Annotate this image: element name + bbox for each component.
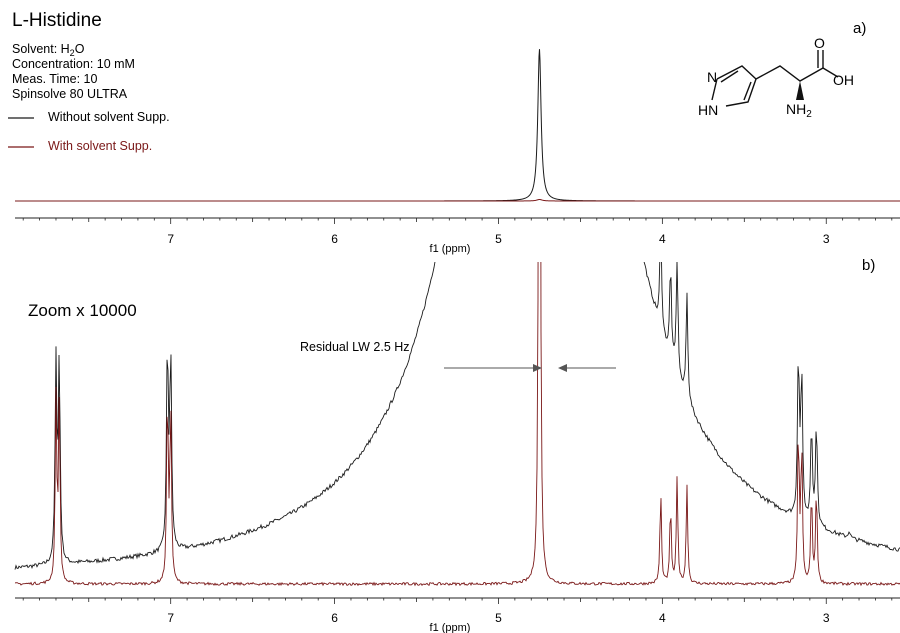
info-concentration: Concentration: 10 mM xyxy=(12,57,135,71)
panel-a-series-without xyxy=(15,49,900,202)
hydroxyl-bond xyxy=(822,67,839,78)
panel-a: 7 6 5 4 3 f1 (ppm) xyxy=(15,49,900,255)
panel-b-x-label: f1 (ppm) xyxy=(430,622,471,633)
linewidth-annotation: Residual LW 2.5 Hz xyxy=(300,340,410,354)
panel-a-series-with xyxy=(15,198,900,202)
ring-bonds-top xyxy=(716,65,757,80)
linewidth-arrows xyxy=(444,364,616,372)
panel-b: 7 6 5 4 3 f1 (ppm) Zoom x 10000 Residual LW … xyxy=(14,262,900,633)
ring-double-bond-2 xyxy=(720,70,739,83)
zoom-annotation: Zoom x 10000 xyxy=(28,301,137,320)
panel-a-label: a) xyxy=(853,20,866,37)
info-solvent: Solvent: H2O xyxy=(12,42,85,58)
ring-double-bond xyxy=(743,81,752,101)
side-chain xyxy=(755,65,824,82)
panel-b-label: b) xyxy=(862,257,875,274)
panel-b-tick-label: 7 xyxy=(167,611,174,625)
panel-a-x-label: f1 (ppm) xyxy=(430,243,471,255)
atom-nh2: NH2 xyxy=(786,101,812,120)
panel-b-series-with xyxy=(14,262,900,587)
panel-a-tick-label: 7 xyxy=(167,232,174,246)
panel-a-tick-label: 6 xyxy=(331,232,338,246)
ring-bonds-right xyxy=(725,78,757,107)
compound-title: L-Histidine xyxy=(12,10,102,31)
atom-n: N xyxy=(707,69,717,85)
info-measurement-time: Meas. Time: 10 xyxy=(12,72,97,86)
atom-o: O xyxy=(814,35,825,51)
atom-oh: OH xyxy=(833,72,854,88)
panel-a-tick-label: 4 xyxy=(659,232,666,246)
panel-b-tick-label: 3 xyxy=(823,611,830,625)
legend-label-without: Without solvent Supp. xyxy=(48,110,170,124)
atom-hn: HN xyxy=(698,102,718,118)
arrow-left-head xyxy=(533,364,542,372)
arrow-right-head xyxy=(558,364,567,372)
histidine-structure xyxy=(711,50,839,107)
panel-b-tick-label: 4 xyxy=(659,611,666,625)
legend: Without solvent Supp. With solvent Supp. xyxy=(8,110,170,153)
panel-b-series-without xyxy=(14,262,900,570)
legend-label-with: With solvent Supp. xyxy=(48,139,152,153)
panel-b-tick-label: 5 xyxy=(495,611,502,625)
panel-a-tick-label: 5 xyxy=(495,232,502,246)
wedge-bond xyxy=(796,81,804,100)
panel-b-tick-label: 6 xyxy=(331,611,338,625)
info-instrument: Spinsolve 80 ULTRA xyxy=(12,87,128,101)
panel-a-tick-label: 3 xyxy=(823,232,830,246)
ring-bond-left xyxy=(711,78,718,101)
